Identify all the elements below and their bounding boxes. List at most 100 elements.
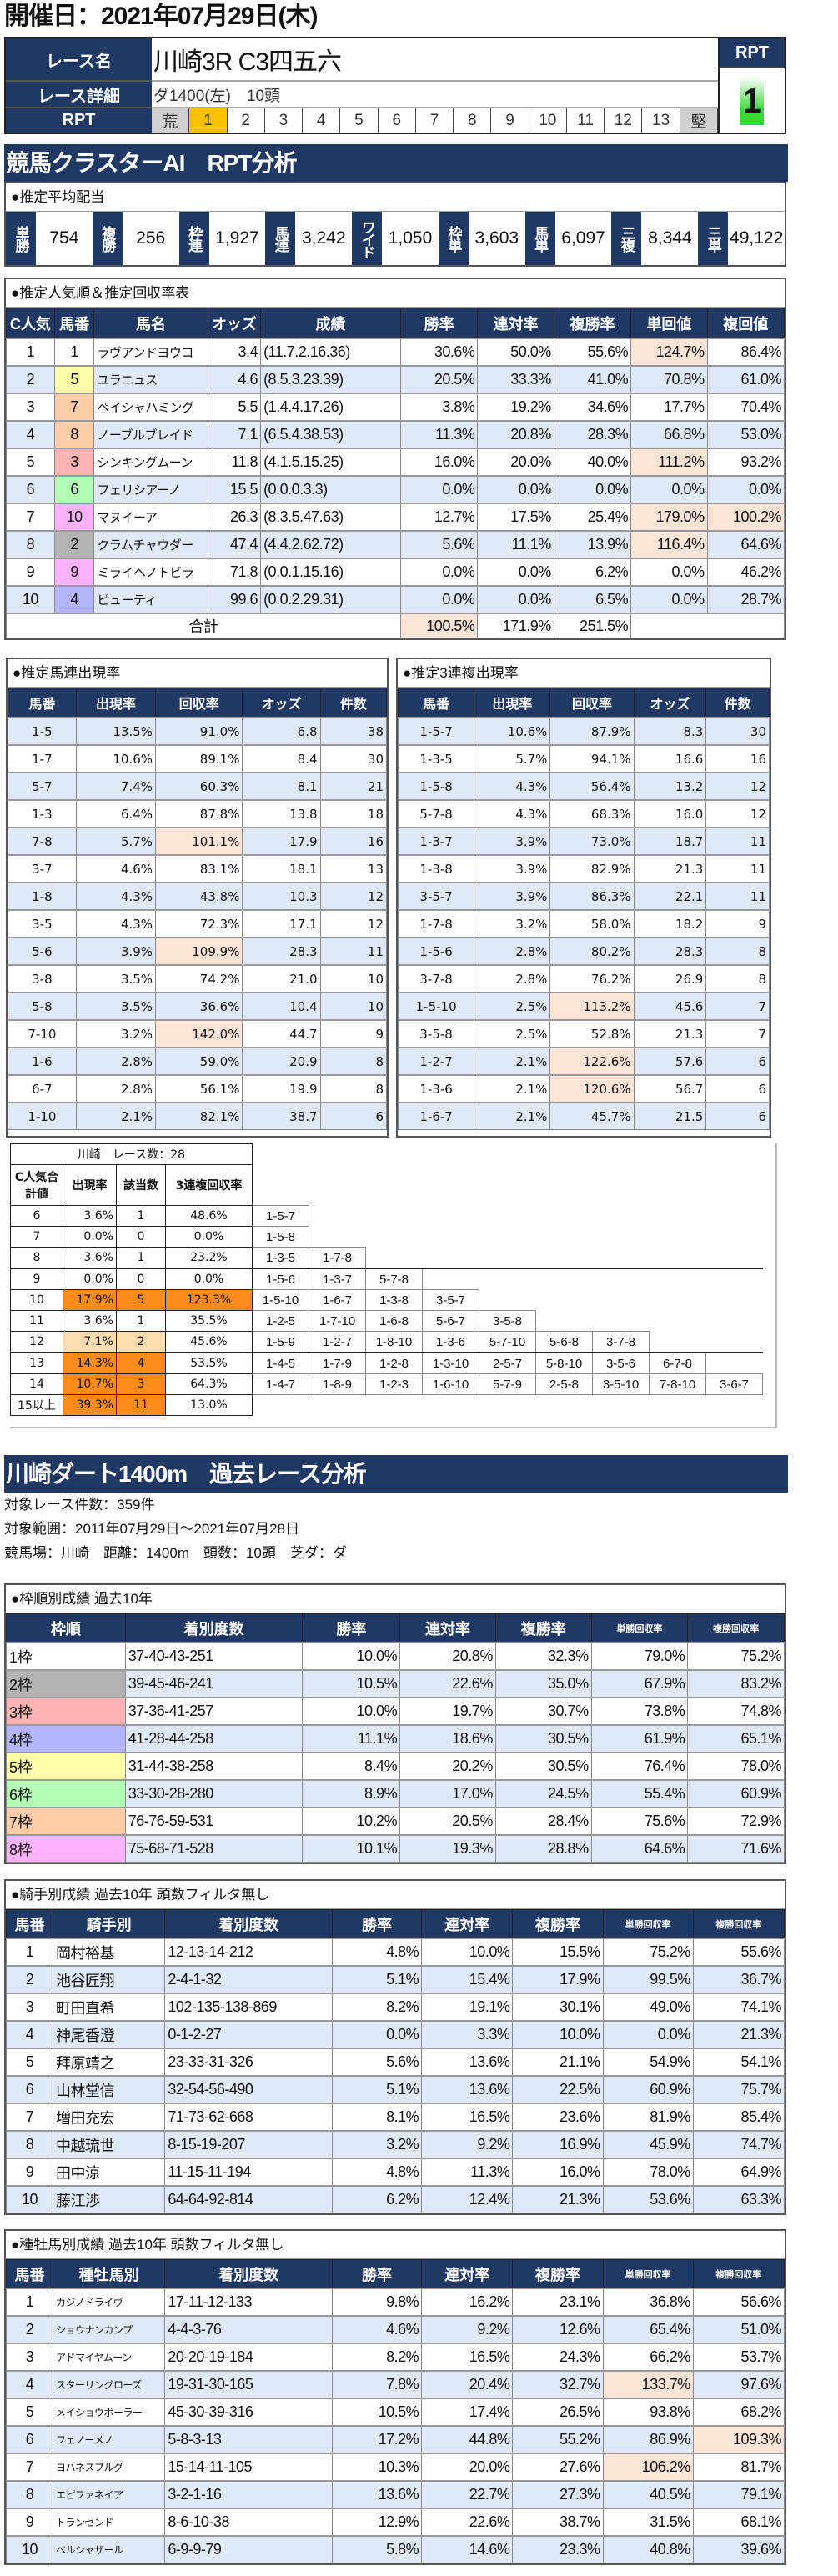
table-cell: (4.4.2.62.72) [260, 530, 401, 559]
table-row: 5 メイショウボーラー 45-30-39-316 10.5% 17.4% 26.5% 93.… [6, 2398, 785, 2427]
table-cell: 5-8-3-13 [164, 2425, 333, 2454]
payout-value: 49,122 [730, 228, 784, 248]
table-cell: 6-7 [8, 1074, 77, 1103]
table-cell: 5.7% [474, 744, 551, 773]
column-header: 馬名 [93, 308, 208, 339]
table-cell: 増田充宏 [52, 2103, 166, 2132]
table-cell: 16.5% [421, 2103, 514, 2132]
table-cell: 1-3-7 [397, 827, 475, 856]
table-cell: 74.8% [687, 1697, 785, 1726]
table-cell: 113.2% [549, 992, 635, 1021]
table-cell: 70.8% [630, 365, 708, 394]
table-cell: 22.6% [421, 2508, 514, 2537]
table-cell: 22.1 [633, 882, 707, 911]
column-header: 複勝率 [512, 2259, 604, 2289]
rpt-result: RPT 1 [718, 38, 785, 133]
table-cell: 3.8% [399, 393, 479, 422]
column-header: 騎手別 [52, 1909, 166, 1939]
table-cell: 8.1 [242, 772, 321, 801]
table-cell: 120.6% [549, 1074, 635, 1103]
table-cell: 1-5-7 [397, 717, 475, 746]
column-header: C人気 [6, 308, 55, 339]
combo-cell: 1-5-6 [252, 1268, 309, 1290]
table-cell: 45.6 [633, 992, 707, 1021]
table-cell: 3.5% [75, 992, 157, 1021]
table-cell: 5 [6, 2048, 53, 2077]
table-cell: 5.1% [331, 1965, 423, 1994]
table-cell: (6.5.4.38.53) [260, 420, 401, 449]
table-cell: 3.9% [474, 827, 551, 856]
table-cell: 33-30-28-280 [124, 1779, 304, 1808]
table-row: 1-2-7 2.1% 122.6% 57.6 6 [397, 1047, 770, 1076]
table-cell: 8.4% [302, 1752, 401, 1781]
empty-cell [592, 1310, 650, 1332]
table-row: 2 池谷匠翔 2-4-1-32 5.1% 15.4% 17.9% 99.5% 36.7% [6, 1965, 785, 1994]
table-cell: 5-8 [8, 992, 77, 1021]
table-cell: 26.9 [633, 964, 707, 993]
empty-cell [422, 1226, 479, 1248]
table-row: 3 アドマイヤムーン 20-20-19-184 8.2% 16.5% 24.3% 66.2%… [6, 2343, 785, 2372]
cluster-count: 5 [116, 1289, 166, 1311]
sanrenpuku-table: 馬番 出現率 回収率 オッズ 件数 1-5-7 10.6% 87.9% 8.3 30 1-3-5 5.… [397, 688, 770, 1130]
cluster-row: 15以上 39.3% 11 13.0% [10, 1394, 763, 1416]
table-cell: 5-6 [8, 937, 77, 966]
column-header: 着別度数 [124, 1613, 304, 1643]
column-header: 馬番 [6, 1909, 53, 1939]
table-row: 8枠 75-68-71-528 10.1% 19.3% 28.8% 64.6% 71.6% [6, 1834, 785, 1863]
column-header: 複勝率 [512, 1909, 604, 1939]
empty-cell [252, 1394, 309, 1416]
table-cell: 0.0% [602, 2020, 694, 2049]
total-show: 251.5% [553, 613, 632, 638]
combo-cell: 3-5-8 [479, 1310, 536, 1332]
table-cell: 20.5% [399, 365, 479, 394]
cluster-sum: 14 [10, 1373, 63, 1395]
table-cell: 55.6% [692, 1938, 785, 1967]
combo-cell: 1-6-8 [365, 1310, 423, 1332]
combo-cell: 1-8-10 [365, 1331, 423, 1353]
combo-cell: 6-7-8 [649, 1352, 706, 1374]
combo-cell: 5-8-10 [535, 1352, 593, 1374]
empty-cell [422, 1394, 479, 1416]
table-cell: 41.0% [553, 365, 632, 394]
column-header: 種牡馬別 [52, 2259, 166, 2289]
table-cell: 74.7% [692, 2130, 785, 2159]
horse-name: クラムチャウダー [93, 530, 208, 559]
horse-number: 9 [53, 558, 95, 587]
payout-value: 1,050 [388, 228, 433, 248]
payout-type-label: ワイド [352, 212, 383, 265]
empty-cell [705, 1310, 763, 1332]
table-cell: 4.8% [331, 2158, 423, 2187]
column-header: 複勝回収率 [692, 1909, 785, 1939]
empty-cell [705, 1289, 763, 1311]
column-header: 馬番 [6, 2259, 53, 2289]
cluster-count: 2 [116, 1331, 166, 1353]
column-header: 連対率 [421, 1909, 514, 1939]
table-cell: 6 [319, 1102, 388, 1130]
umaren-panel: ●推定馬連出現率 馬番 出現率 回収率 オッズ 件数 1-5 13.5% 91.0% 6.8 38… [6, 658, 389, 1138]
table-cell: 6.2% [331, 2185, 423, 2213]
ai-section-title: 競馬クラスターAI RPT分析 [4, 144, 788, 182]
rpt-scale-cell: 7 [415, 108, 454, 133]
table-cell: 23-33-31-326 [164, 2048, 333, 2077]
column-header: 該当数 [116, 1164, 166, 1206]
column-header: 単勝回収率 [590, 1613, 689, 1643]
table-cell: 7 [6, 2453, 53, 2482]
horse-number: 2 [53, 530, 95, 559]
cluster-ret: 123.3% [165, 1289, 253, 1311]
table-cell: 8.9% [302, 1779, 401, 1808]
table-row: 4枠 41-28-44-258 11.1% 18.6% 30.5% 61.9% 65.1% [6, 1724, 785, 1753]
table-cell: 19.3% [399, 1834, 496, 1863]
table-cell: 10.0% [512, 2020, 604, 2049]
table-cell: 109.9% [155, 937, 243, 966]
combo-cell: 1-4-7 [252, 1373, 309, 1395]
table-cell: 76-76-59-531 [124, 1807, 304, 1836]
table-cell: 16.0% [399, 448, 479, 477]
table-cell: 20.5% [399, 1807, 496, 1836]
table-cell: 133.7% [602, 2370, 694, 2399]
empty-cell [479, 1268, 536, 1290]
table-cell: 19.7% [399, 1697, 496, 1726]
empty-cell [535, 1289, 593, 1311]
table-cell: 0.0% [331, 2020, 423, 2049]
table-cell: 36.6% [155, 992, 243, 1021]
table-cell: 15.4% [421, 1965, 514, 1994]
